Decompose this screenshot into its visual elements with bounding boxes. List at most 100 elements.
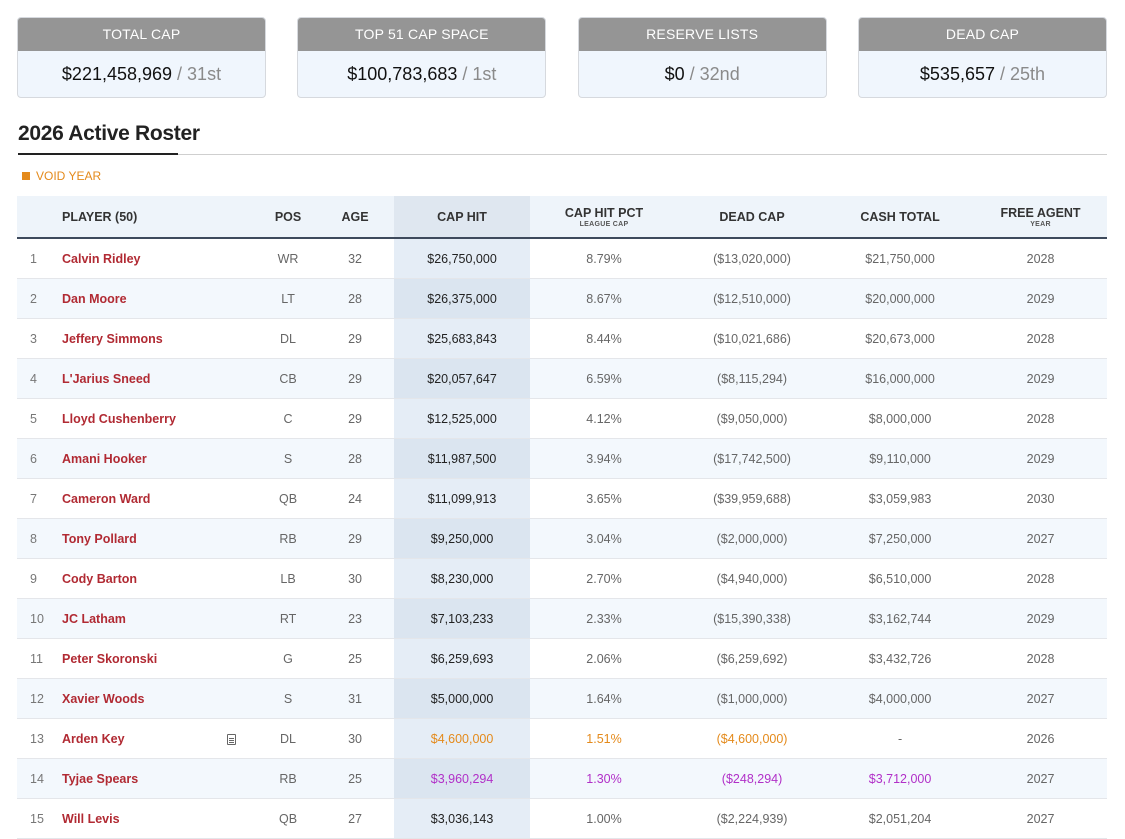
player-name-link[interactable]: Amani Hooker [62, 451, 147, 466]
cap-hit-pct: 3.65% [530, 478, 679, 519]
player-name-link[interactable]: Cameron Ward [62, 491, 151, 506]
card-label: TOTAL CAP [18, 18, 265, 51]
col-header-cap-hit-pct[interactable]: CAP HIT PCT LEAGUE CAP [530, 196, 679, 239]
player-cell: Lloyd Cushenberry [62, 398, 227, 439]
col-header-cap-hit[interactable]: CAP HIT [394, 196, 531, 239]
free-agent-year: 2027 [974, 758, 1108, 799]
cash-total: - [826, 718, 975, 759]
player-cell: Dan Moore [62, 278, 227, 319]
dead-cap: ($2,224,939) [678, 798, 827, 839]
position: C [260, 398, 317, 439]
free-agent-year: 2028 [974, 638, 1108, 679]
cap-hit: $9,250,000 [394, 518, 531, 559]
legend-label: VOID YEAR [36, 169, 102, 183]
card-value-line: $0 / 32nd [579, 51, 826, 97]
free-agent-year: 2030 [974, 478, 1108, 519]
table-row: 14 Tyjae Spears RB 25 $3,960,294 1.30% ($248,2… [17, 758, 1108, 799]
note-cell [227, 758, 261, 799]
age: 28 [316, 438, 395, 479]
dead-cap: ($4,940,000) [678, 558, 827, 599]
table-row: 8 Tony Pollard RB 29 $9,250,000 3.04% ($2,000,… [17, 518, 1108, 559]
age: 27 [316, 798, 395, 839]
col-header-free-agent[interactable]: FREE AGENT YEAR [974, 196, 1108, 239]
table-row: 11 Peter Skoronski G 25 $6,259,693 2.06% ($6,2… [17, 638, 1108, 679]
cash-total: $3,712,000 [826, 758, 975, 799]
row-number: 1 [17, 238, 62, 279]
player-name-link[interactable]: Will Levis [62, 811, 120, 826]
cash-total: $3,059,983 [826, 478, 975, 519]
note-cell [227, 478, 261, 519]
cap-hit-pct: 8.44% [530, 318, 679, 359]
player-cell: Cameron Ward [62, 478, 227, 519]
free-agent-year: 2028 [974, 558, 1108, 599]
cap-hit: $26,375,000 [394, 278, 531, 319]
player-name-link[interactable]: Calvin Ridley [62, 251, 141, 266]
note-cell [227, 558, 261, 599]
dead-cap: ($4,600,000) [678, 718, 827, 759]
free-agent-year: 2026 [974, 718, 1108, 759]
col-header-pos[interactable]: POS [260, 196, 317, 239]
col-header-age[interactable]: AGE [316, 196, 395, 239]
void-year-swatch [22, 172, 30, 180]
summary-card-reserve-lists: RESERVE LISTS $0 / 32nd [577, 17, 827, 98]
player-cell: Arden Key [62, 718, 227, 759]
row-number: 3 [17, 318, 62, 359]
age: 23 [316, 598, 395, 639]
position: RT [260, 598, 317, 639]
player-cell: Xavier Woods [62, 678, 227, 719]
dead-cap: ($13,020,000) [678, 238, 827, 279]
free-agent-year: 2028 [974, 238, 1108, 279]
card-rank: / 25th [1000, 64, 1046, 84]
player-cell: JC Latham [62, 598, 227, 639]
dead-cap: ($248,294) [678, 758, 827, 799]
age: 32 [316, 238, 395, 279]
cap-hit: $12,525,000 [394, 398, 531, 439]
free-agent-year: 2027 [974, 798, 1108, 839]
col-header-cash-total[interactable]: CASH TOTAL [826, 196, 975, 239]
player-name-link[interactable]: Tyjae Spears [62, 771, 139, 786]
table-row: 4 L'Jarius Sneed CB 29 $20,057,647 6.59% ($8,1… [17, 358, 1108, 399]
row-number: 15 [17, 798, 62, 839]
player-name-link[interactable]: Xavier Woods [62, 691, 145, 706]
position: QB [260, 478, 317, 519]
col-header-dead-cap[interactable]: DEAD CAP [678, 196, 827, 239]
document-icon[interactable] [227, 733, 236, 745]
cap-hit-pct: 4.12% [530, 398, 679, 439]
col-header-player[interactable]: PLAYER (50) [17, 196, 261, 239]
player-name-link[interactable]: Dan Moore [62, 291, 127, 306]
dead-cap: ($39,959,688) [678, 478, 827, 519]
table-row: 2 Dan Moore LT 28 $26,375,000 8.67% ($12,510,0… [17, 278, 1108, 319]
age: 30 [316, 718, 395, 759]
cap-hit-pct: 1.30% [530, 758, 679, 799]
player-name-link[interactable]: Jeffery Simmons [62, 331, 163, 346]
cap-hit-pct: 3.04% [530, 518, 679, 559]
player-name-link[interactable]: Lloyd Cushenberry [62, 411, 176, 426]
card-label: RESERVE LISTS [578, 18, 826, 51]
row-number: 5 [17, 398, 62, 439]
player-name-link[interactable]: JC Latham [62, 611, 126, 626]
player-name-link[interactable]: Peter Skoronski [62, 651, 158, 666]
cap-hit: $3,960,294 [394, 758, 531, 799]
player-cell: Peter Skoronski [62, 638, 227, 679]
card-value-line: $221,458,969 / 31st [18, 51, 265, 97]
card-value-line: $535,657 / 25th [859, 51, 1106, 97]
note-cell [227, 638, 261, 679]
table-row: 3 Jeffery Simmons DL 29 $25,683,843 8.44% ($10… [17, 318, 1108, 359]
row-number: 8 [17, 518, 62, 559]
note-cell [227, 358, 261, 399]
dead-cap: ($17,742,500) [678, 438, 827, 479]
player-name-link[interactable]: Arden Key [62, 731, 125, 746]
player-name-link[interactable]: Cody Barton [62, 571, 137, 586]
table-row: 13 Arden Key DL 30 $4,600,000 1.51% ($4,600,00… [17, 718, 1108, 759]
player-cell: Calvin Ridley [62, 238, 227, 279]
player-name-link[interactable]: L'Jarius Sneed [62, 371, 151, 386]
cash-total: $3,162,744 [826, 598, 975, 639]
card-value: $100,783,683 [347, 64, 458, 84]
table-row: 15 Will Levis QB 27 $3,036,143 1.00% ($2,224,9… [17, 798, 1108, 839]
position: LT [260, 278, 317, 319]
cap-hit: $3,036,143 [394, 798, 531, 839]
player-name-link[interactable]: Tony Pollard [62, 531, 137, 546]
cap-hit: $11,099,913 [394, 478, 531, 519]
cash-total: $8,000,000 [826, 398, 975, 439]
dead-cap: ($15,390,338) [678, 598, 827, 639]
